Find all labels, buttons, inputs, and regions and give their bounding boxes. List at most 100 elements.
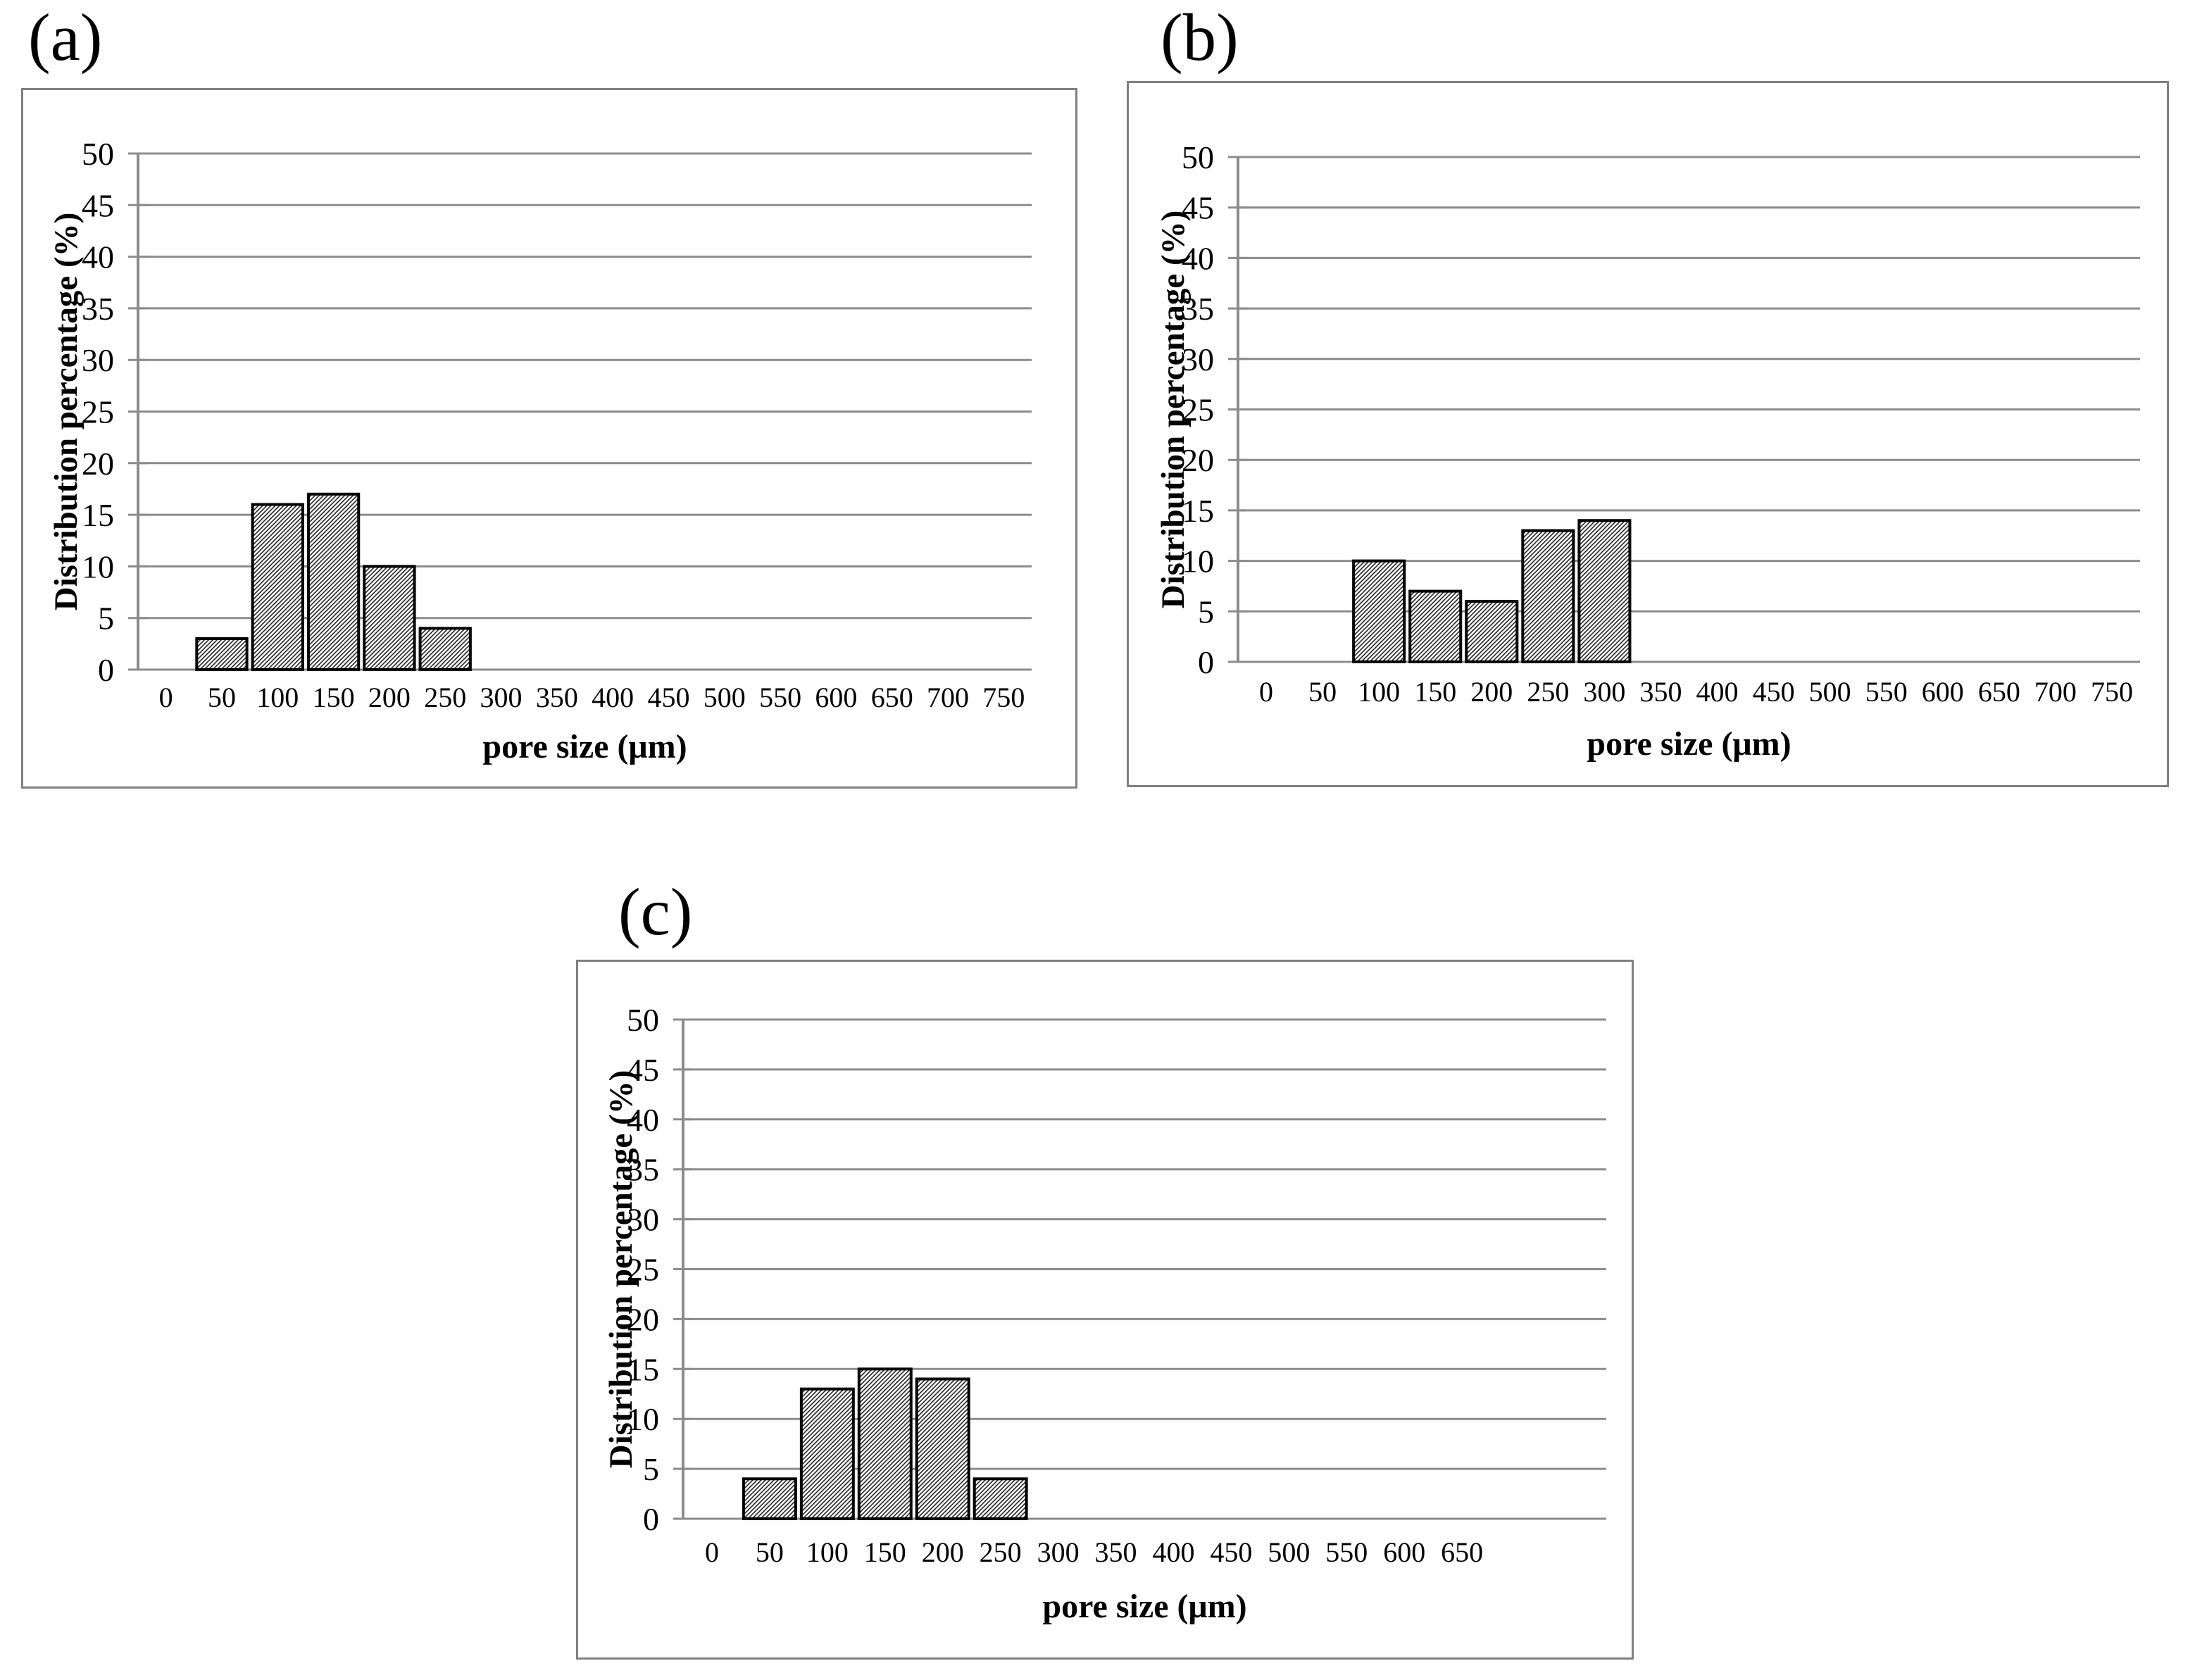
y-tick-label: 0 <box>98 652 114 688</box>
x-tick-label: 600 <box>1922 676 1964 708</box>
x-tick-label: 450 <box>1210 1536 1252 1568</box>
y-axis-title: Distribution percentage (%) <box>48 213 85 611</box>
y-tick-label: 45 <box>1182 190 1214 226</box>
y-tick-label: 45 <box>627 1052 659 1088</box>
bar-100 <box>1352 559 1406 663</box>
x-tick-label: 650 <box>1978 676 2020 708</box>
x-tick-label: 400 <box>1696 676 1739 708</box>
y-tick-label: 25 <box>627 1252 659 1288</box>
y-tick-label: 25 <box>82 394 114 430</box>
x-tick-label: 750 <box>2091 676 2133 708</box>
x-axis-title: pore size (μm) <box>1587 725 1791 763</box>
x-tick-label: 450 <box>1753 676 1795 708</box>
x-tick-label: 100 <box>256 682 299 713</box>
x-tick-label: 150 <box>864 1536 906 1568</box>
x-tick-label: 50 <box>1308 676 1337 708</box>
x-tick-label: 350 <box>1639 676 1682 708</box>
bar-250 <box>973 1477 1028 1521</box>
y-tick-label: 40 <box>82 239 114 275</box>
y-tick-label: 50 <box>82 136 114 172</box>
y-axis-title: Distribution percentage (%) <box>603 1070 639 1469</box>
bar-100 <box>251 503 304 671</box>
y-tick-label: 30 <box>1182 341 1214 377</box>
x-tick-label: 250 <box>1527 676 1569 708</box>
bar-150 <box>857 1367 913 1520</box>
x-tick-label: 500 <box>1268 1536 1310 1568</box>
x-tick-label: 550 <box>759 682 801 713</box>
x-tick-label: 150 <box>313 682 355 713</box>
y-tick-label: 5 <box>643 1451 659 1487</box>
y-tick-label: 10 <box>82 548 114 584</box>
panel-label-a: (a) <box>28 0 103 75</box>
y-tick-label: 0 <box>1198 644 1214 680</box>
panel-box-a: 0 5 10 15 20 25 30 35 40 45 50 0 50 100 150 200 250 300 35… <box>21 88 1077 789</box>
bar-250 <box>1521 529 1575 664</box>
x-tick-label: 50 <box>208 682 236 713</box>
x-tick-label: 300 <box>1037 1536 1080 1568</box>
panel-label-b: (b) <box>1161 0 1239 75</box>
x-tick-label: 550 <box>1865 676 1908 708</box>
x-tick-label: 700 <box>2034 676 2077 708</box>
y-tick-label: 40 <box>1182 240 1214 276</box>
y-tick-label: 50 <box>1182 139 1214 175</box>
x-tick-label: 300 <box>1583 676 1625 708</box>
x-tick-label: 100 <box>806 1536 849 1568</box>
x-tick-label: 400 <box>1152 1536 1194 1568</box>
bar-200 <box>363 565 416 672</box>
y-tick-label: 15 <box>82 497 114 533</box>
y-tick-label: 40 <box>627 1102 659 1138</box>
y-tick-label: 30 <box>82 342 114 378</box>
x-tick-label: 300 <box>480 682 523 713</box>
y-tick-label: 35 <box>82 291 114 327</box>
x-tick-label: 100 <box>1358 676 1400 708</box>
y-tick-label: 25 <box>1182 392 1214 428</box>
bar-200 <box>915 1377 970 1520</box>
bar-250 <box>418 627 472 671</box>
y-tick-label: 20 <box>1182 442 1214 478</box>
y-tick-label: 15 <box>627 1351 659 1387</box>
x-tick-label: 450 <box>647 682 689 713</box>
bar-150 <box>1408 589 1463 663</box>
x-tick-label: 600 <box>815 682 857 713</box>
x-tick-label: 50 <box>756 1536 784 1568</box>
panel-box-c: 0 5 10 15 20 25 30 35 40 45 50 0 50 100 150 200 250 300 35… <box>576 960 1634 1660</box>
x-tick-label: 250 <box>980 1536 1022 1568</box>
x-tick-label: 200 <box>368 682 411 713</box>
x-tick-label: 150 <box>1414 676 1456 708</box>
x-tick-label: 600 <box>1383 1536 1425 1568</box>
x-tick-label: 500 <box>703 682 746 713</box>
bar-100 <box>799 1387 855 1520</box>
bar-50 <box>742 1477 797 1521</box>
y-tick-label: 15 <box>1182 493 1214 529</box>
y-tick-label: 5 <box>98 601 114 637</box>
y-tick-label: 20 <box>82 446 114 482</box>
bar-150 <box>306 492 361 672</box>
x-tick-label: 200 <box>922 1536 964 1568</box>
x-tick-label: 0 <box>1259 676 1273 708</box>
x-tick-label: 0 <box>159 682 173 713</box>
x-tick-label: 350 <box>536 682 578 713</box>
x-axis-title: pore size (μm) <box>482 728 687 765</box>
x-tick-label: 0 <box>705 1536 719 1568</box>
x-tick-label: 700 <box>927 682 969 713</box>
x-tick-label: 350 <box>1095 1536 1137 1568</box>
y-tick-label: 10 <box>1182 544 1214 579</box>
x-tick-label: 250 <box>424 682 466 713</box>
y-tick-label: 0 <box>643 1501 659 1537</box>
panel-box-b: 0 5 10 15 20 25 30 35 40 45 50 0 50 100 150 200 250 300 35… <box>1127 81 2169 787</box>
x-tick-label: 550 <box>1325 1536 1368 1568</box>
bar-200 <box>1465 599 1519 664</box>
y-axis-title: Distribution percentage (%) <box>1155 211 1192 609</box>
x-tick-label: 400 <box>592 682 634 713</box>
y-tick-label: 30 <box>627 1202 659 1238</box>
x-tick-label: 650 <box>871 682 913 713</box>
y-tick-label: 10 <box>627 1401 659 1437</box>
x-tick-label: 200 <box>1470 676 1513 708</box>
y-tick-label: 35 <box>1182 291 1214 327</box>
x-tick-label: 650 <box>1441 1536 1483 1568</box>
bar-50 <box>195 637 249 672</box>
y-tick-label: 35 <box>627 1152 659 1188</box>
